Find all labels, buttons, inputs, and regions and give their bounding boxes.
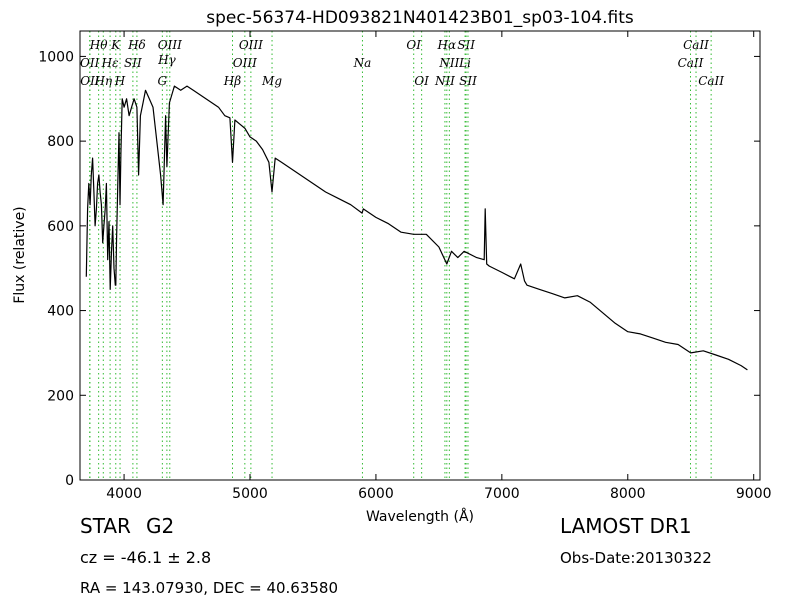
line-label-18: OI: [414, 74, 429, 88]
line-label-11: OIII: [158, 38, 182, 52]
line-label-23: SII: [457, 38, 475, 52]
spectrum-line: [85, 85, 748, 371]
x-tick-label-1: 5000: [232, 486, 268, 502]
line-label-6: H: [114, 74, 126, 88]
x-tick-label-3: 7000: [484, 486, 520, 502]
redshift-text: cz = -46.1 ± 2.8: [80, 548, 212, 567]
x-tick-label-2: 6000: [358, 486, 394, 502]
line-label-8: Hδ: [127, 38, 146, 52]
line-label-19: NII: [434, 74, 455, 88]
y-tick-label-5: 1000: [38, 49, 74, 65]
line-label-16: Na: [353, 56, 372, 70]
spectrum-layer: [85, 85, 748, 371]
line-label-14: OIII: [239, 38, 263, 52]
line-label-26: CaII: [683, 38, 709, 52]
line-label-12: Hβ: [223, 74, 241, 88]
line-label-20: Hα: [437, 38, 457, 52]
y-tick-label-4: 800: [47, 134, 74, 150]
ra-dec-text: RA = 143.07930, DEC = 40.63580: [80, 579, 339, 597]
x-tick-label-4: 8000: [610, 486, 646, 502]
line-label-9: G: [158, 74, 168, 88]
line-label-21: NII: [438, 56, 459, 70]
line-label-15: Mg: [261, 74, 282, 88]
line-label-24: SII: [459, 74, 477, 88]
line-label-5: K: [110, 38, 121, 52]
y-tick-label-0: 0: [65, 473, 74, 489]
spectral-line-markers: OIIOIIHθHηHεKHSIIHδGHγOIIIHβOIIIOIIIMgNa…: [80, 31, 724, 480]
x-tick-label-5: 9000: [736, 486, 772, 502]
object-subclass: G2: [146, 514, 175, 538]
y-tick-label-1: 200: [47, 388, 74, 404]
line-label-22: Li: [458, 56, 471, 70]
observation-date: Obs-Date:20130322: [560, 549, 712, 567]
line-label-1: OII: [80, 74, 100, 88]
y-tick-label-2: 400: [47, 304, 74, 320]
y-tick-label-3: 600: [47, 219, 74, 235]
plot-frame: [79, 30, 761, 481]
line-label-27: CaII: [698, 74, 724, 88]
survey-name: LAMOST DR1: [560, 514, 692, 538]
line-label-13: OIII: [233, 56, 257, 70]
line-label-7: SII: [124, 56, 142, 70]
y-axis-label: Flux (relative): [12, 206, 28, 303]
object-class: STAR: [80, 514, 131, 538]
line-label-2: Hθ: [89, 38, 108, 52]
x-tick-label-0: 4000: [106, 486, 142, 502]
chart-title: spec-56374-HD093821N401423B01_sp03-104.f…: [206, 8, 634, 28]
x-axis-label: Wavelength (Å): [366, 508, 474, 525]
line-label-4: Hε: [101, 56, 119, 70]
line-label-17: OI: [406, 38, 421, 52]
axis-ticks: 4000 5000 6000 7000 8000 9000 0 200 400 600 800 100…: [38, 31, 772, 502]
line-label-10: Hγ: [157, 53, 176, 67]
line-label-25: CaII: [678, 56, 704, 70]
line-label-3: Hη: [93, 74, 112, 88]
